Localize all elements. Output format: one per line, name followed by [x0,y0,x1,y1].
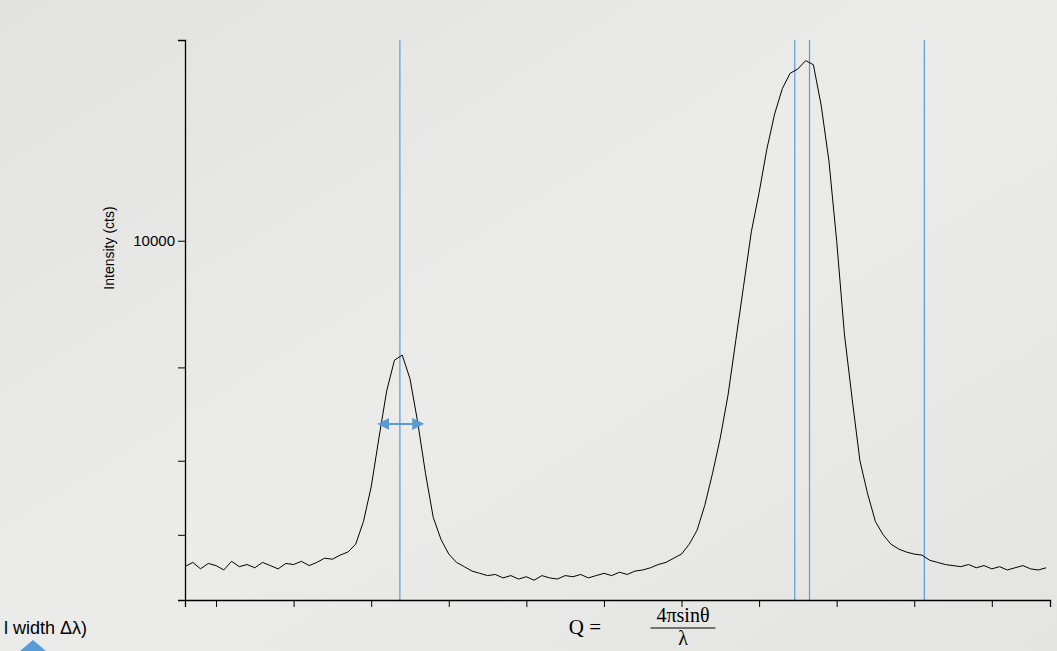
y-tick-mark [178,241,185,242]
x-tick-mark [526,600,527,607]
annotation: l width Δλ) [4,618,87,638]
chart: 10000 Intensity (cts) Q = 4πsinθλ l width Δλ… [0,0,1057,651]
data-line [185,61,1046,581]
y-tick [178,367,185,368]
x-tick-mark [449,600,450,607]
plot-area [185,40,1046,600]
x-tick-mark [759,600,760,607]
x-axis-title-lhs: Q = [569,615,601,639]
y-tick [178,535,185,536]
x-tick-mark [914,600,915,607]
x-tick [216,600,217,607]
x-axis-title-numerator: 4πsinθ [656,604,709,626]
y-axis: 10000 [133,41,185,601]
x-tick-mark [216,600,217,607]
reference-line [809,40,810,600]
reference-line [794,40,795,600]
y-tick-mark [178,535,185,536]
y-tick-mark [178,461,185,462]
x-axis-line [186,601,1051,608]
y-tick-mark [178,40,185,41]
y-tick-label: 10000 [133,232,175,249]
x-axis-title-denominator: λ [678,627,688,649]
y-tick: 10000 [133,232,185,249]
x-tick-mark [294,600,295,607]
reference-line [399,40,400,600]
y-axis-title: Intensity (cts) [101,206,117,289]
x-tick [837,600,838,607]
width-arrow [383,423,418,425]
y-tick [178,40,185,41]
x-tick-mark [371,600,372,607]
background [0,0,1057,651]
x-tick [914,600,915,607]
x-tick [759,600,760,607]
pointer-triangle [20,640,46,651]
x-tick [294,600,295,607]
reference-line [924,40,925,600]
x-tick [371,600,372,607]
y-tick [178,461,185,462]
y-tick-mark [178,367,185,368]
x-tick [526,600,527,607]
x-tick [992,600,993,607]
x-axis [186,600,1051,607]
x-tick-mark [837,600,838,607]
x-tick [604,600,605,607]
x-tick [449,600,450,607]
x-tick-mark [604,600,605,607]
x-tick-mark [992,600,993,607]
y-axis-line [178,41,186,601]
